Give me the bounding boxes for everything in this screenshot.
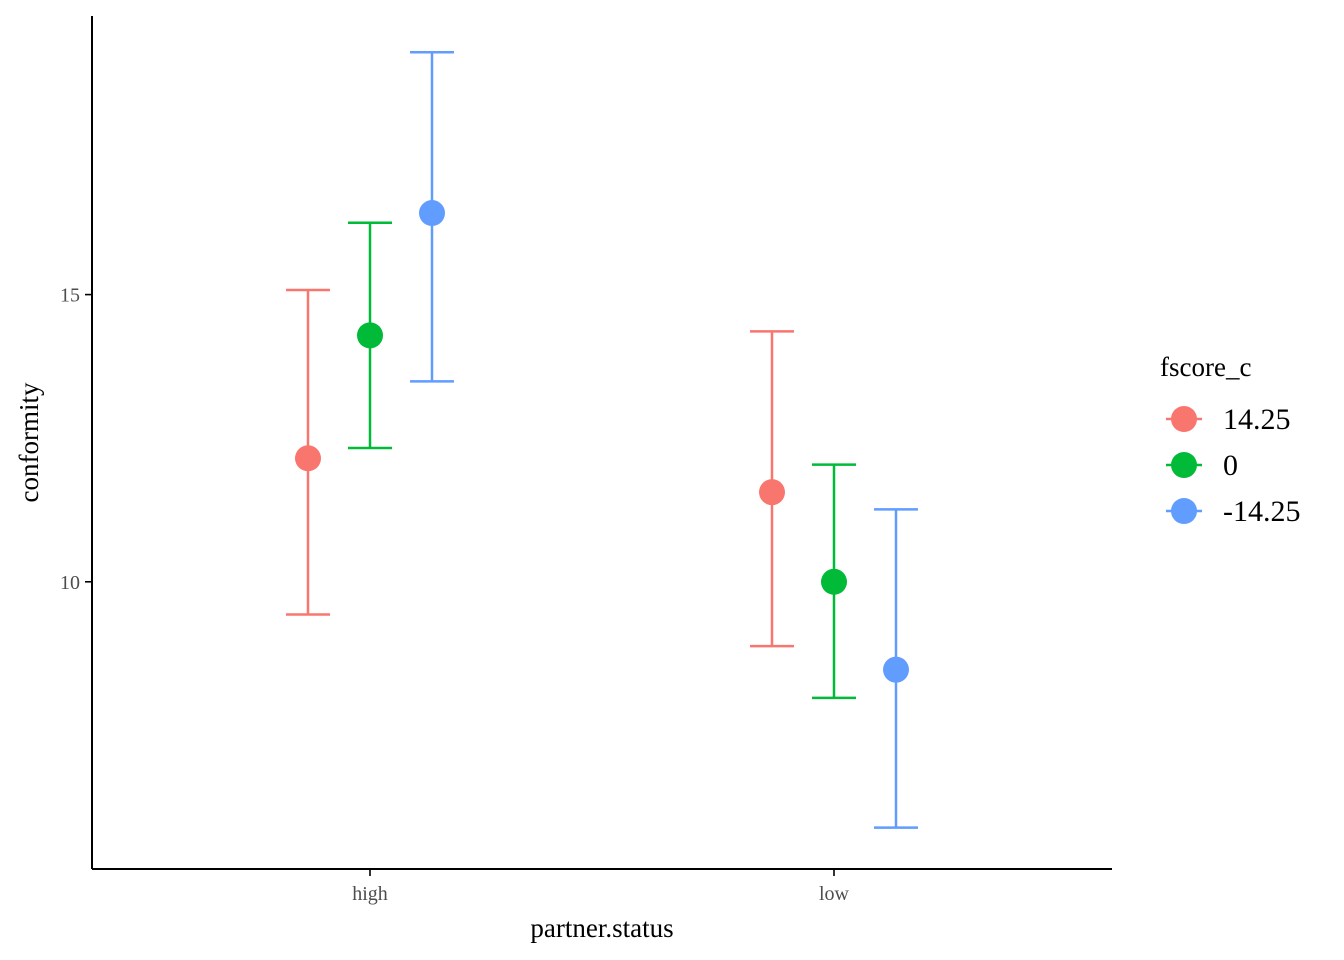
data-point [883,656,909,683]
y-tick-label: 15 [60,285,80,307]
legend-key-point [1171,498,1197,524]
legend-label: 0 [1223,449,1238,482]
legend-label: 14.25 [1223,403,1291,436]
data-point [821,568,847,595]
legend-item: 14.25 [1166,403,1291,436]
legend-item: -14.25 [1166,495,1301,528]
data-point [419,200,445,227]
x-tick-label: high [352,883,388,905]
series-1 [286,288,794,648]
legend-title: fscore_c [1160,352,1251,382]
series-2 [348,221,856,700]
legend-key-point [1171,452,1197,478]
data-marks [286,50,918,829]
data-point [357,322,383,349]
y-tick-label: 10 [60,572,80,594]
data-point [295,445,321,472]
x-axis-title: partner.status [530,913,673,943]
y-axis-ticks: 10 15 [60,285,92,594]
legend-item: 0 [1166,449,1238,482]
data-point [759,479,785,506]
series-3 [410,50,918,829]
x-tick-label: low [819,883,850,905]
legend: fscore_c 14.25 0 -14.25 [1160,352,1301,528]
x-axis-ticks: high low [352,869,850,905]
legend-key-point [1171,406,1197,432]
y-axis-title: conformity [14,382,44,502]
legend-label: -14.25 [1223,495,1301,528]
